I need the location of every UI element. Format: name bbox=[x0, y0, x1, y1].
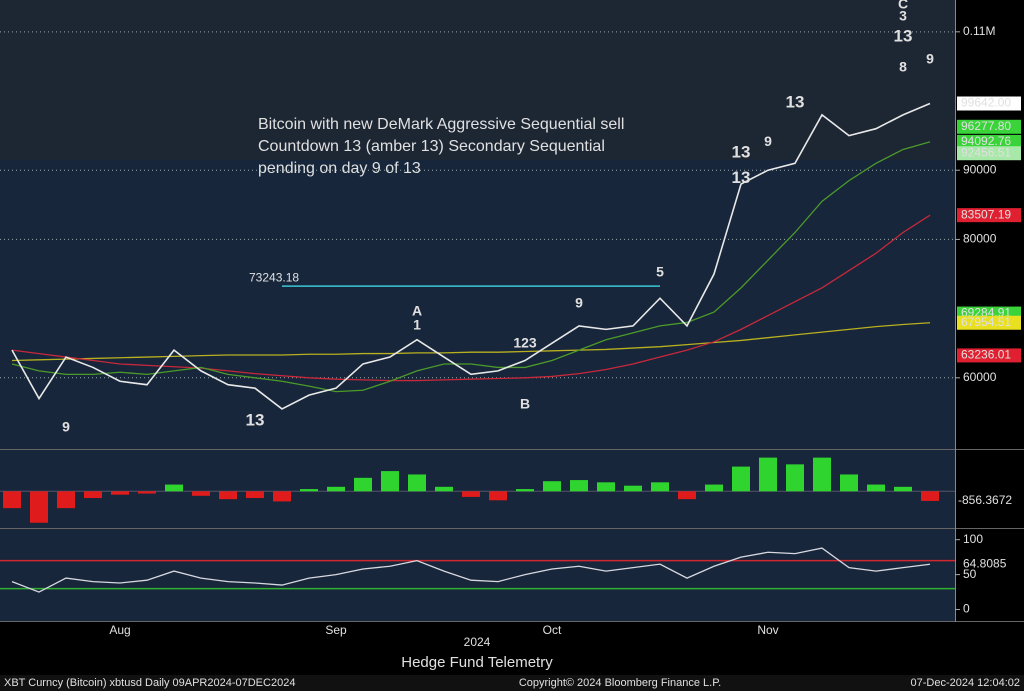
histogram-bar bbox=[3, 491, 21, 509]
histogram-bar bbox=[246, 491, 264, 499]
histogram-bar bbox=[192, 491, 210, 496]
histogram-bar bbox=[651, 482, 669, 492]
histogram-bar bbox=[570, 480, 588, 492]
histogram-bar bbox=[759, 457, 777, 492]
chart-title: Hedge Fund Telemetry bbox=[401, 654, 553, 671]
price-label-box bbox=[957, 134, 1021, 149]
histogram-bar bbox=[381, 471, 399, 492]
year-label: 2024 bbox=[464, 635, 491, 649]
count-label: 13 bbox=[786, 93, 805, 112]
count-label: 5 bbox=[656, 263, 664, 279]
histogram-bar bbox=[867, 484, 885, 492]
x-tick-label: Oct bbox=[543, 623, 562, 637]
histogram-bar bbox=[138, 491, 156, 494]
count-label: 3 bbox=[899, 8, 907, 24]
footer-band bbox=[0, 675, 1024, 691]
count-label: 13 bbox=[246, 410, 265, 429]
histogram-bar bbox=[219, 491, 237, 500]
count-label: 9 bbox=[575, 294, 583, 310]
count-label: 13 bbox=[894, 26, 913, 45]
y-tick-label: 80000 bbox=[963, 232, 997, 246]
count-label: 9 bbox=[926, 51, 934, 67]
price-label: 94092.76 bbox=[961, 134, 1011, 148]
y-tick-label: 50 bbox=[963, 567, 977, 581]
footer-right: 07-Dec-2024 12:04:02 bbox=[911, 677, 1020, 689]
histogram-bar bbox=[921, 491, 939, 501]
price-label-box bbox=[957, 315, 1021, 330]
price-label-box bbox=[957, 208, 1021, 223]
price-line bbox=[11, 102, 931, 410]
count-label: 9 bbox=[62, 419, 70, 435]
histogram-bar bbox=[894, 486, 912, 492]
histogram-bar bbox=[786, 464, 804, 492]
y-tick-label: 0 bbox=[963, 602, 970, 616]
annotation: pending on day 9 of 13 bbox=[258, 160, 421, 177]
histogram-bar bbox=[57, 491, 75, 509]
price-label: 83507.19 bbox=[961, 207, 1011, 221]
moving-average bbox=[11, 214, 931, 382]
last-value-label: 64.8085 bbox=[963, 556, 1007, 570]
last-value-label: -856.3672 bbox=[958, 493, 1012, 507]
x-tick-label: Sep bbox=[325, 623, 347, 637]
histogram-bar bbox=[597, 482, 615, 492]
count-label: 1 bbox=[413, 316, 421, 332]
y-tick-label: 0.11M bbox=[963, 24, 995, 38]
price-label-box bbox=[957, 146, 1021, 161]
price-label: 63236.01 bbox=[961, 348, 1011, 362]
level-label: 73243.18 bbox=[249, 270, 299, 284]
count-label: A bbox=[412, 302, 422, 318]
histogram-bar bbox=[435, 486, 453, 492]
histogram-bar bbox=[840, 474, 858, 492]
moving-average bbox=[11, 322, 931, 362]
histogram-bar bbox=[408, 474, 426, 492]
y-tick-label: 100 bbox=[963, 532, 983, 546]
histogram-bar bbox=[813, 457, 831, 492]
x-tick-label: Aug bbox=[109, 623, 130, 637]
y-tick-label: 90000 bbox=[963, 162, 997, 176]
price-label-box bbox=[957, 96, 1021, 111]
x-tick-label: Nov bbox=[757, 623, 778, 637]
histogram-bar bbox=[732, 466, 750, 492]
histogram-bar bbox=[543, 481, 561, 492]
price-label: 99642.00 bbox=[961, 96, 1011, 110]
histogram-bar bbox=[489, 491, 507, 501]
histogram-bar bbox=[30, 491, 48, 523]
count-label: 13 bbox=[732, 168, 751, 187]
count-label: B bbox=[520, 396, 530, 412]
y-tick-label: 60000 bbox=[963, 370, 997, 384]
price-label: 96277.80 bbox=[961, 119, 1011, 133]
histogram-bar bbox=[354, 477, 372, 492]
oscillator-line bbox=[11, 547, 931, 593]
annotation: Bitcoin with new DeMark Aggressive Seque… bbox=[258, 116, 624, 133]
count-label: 8 bbox=[899, 59, 907, 75]
price-label: 67954.51 bbox=[961, 315, 1011, 329]
count-label: 9 bbox=[764, 133, 772, 149]
footer-center: Copyright© 2024 Bloomberg Finance L.P. bbox=[519, 677, 721, 689]
count-label: C bbox=[898, 0, 908, 12]
histogram-bar bbox=[462, 491, 480, 497]
histogram-bar bbox=[300, 489, 318, 492]
moving-average bbox=[11, 141, 931, 393]
price-label-box bbox=[957, 119, 1021, 134]
histogram-bar bbox=[705, 484, 723, 492]
histogram-bar bbox=[111, 491, 129, 495]
histogram-bar bbox=[516, 489, 534, 492]
price-label-box bbox=[957, 348, 1021, 363]
price-label: 92456.51 bbox=[961, 145, 1011, 159]
histogram-bar bbox=[624, 485, 642, 492]
count-label: 123 bbox=[513, 334, 537, 350]
plot-top-shade bbox=[0, 0, 955, 160]
histogram-bar bbox=[273, 491, 291, 502]
histogram-bar bbox=[165, 484, 183, 492]
footer-left: XBT Curncy (Bitcoin) xbtusd Daily 09APR2… bbox=[4, 677, 295, 689]
count-label: 13 bbox=[732, 143, 751, 162]
annotation: Countdown 13 (amber 13) Secondary Sequen… bbox=[258, 138, 605, 155]
histogram-bar bbox=[327, 486, 345, 492]
histogram-bar bbox=[678, 491, 696, 500]
histogram-bar bbox=[84, 491, 102, 499]
